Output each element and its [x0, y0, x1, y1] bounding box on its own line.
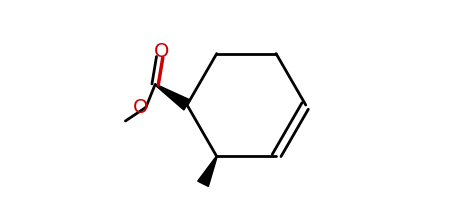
Polygon shape — [198, 156, 217, 186]
Text: O: O — [154, 42, 170, 61]
Text: O: O — [133, 98, 148, 117]
Polygon shape — [155, 84, 190, 110]
